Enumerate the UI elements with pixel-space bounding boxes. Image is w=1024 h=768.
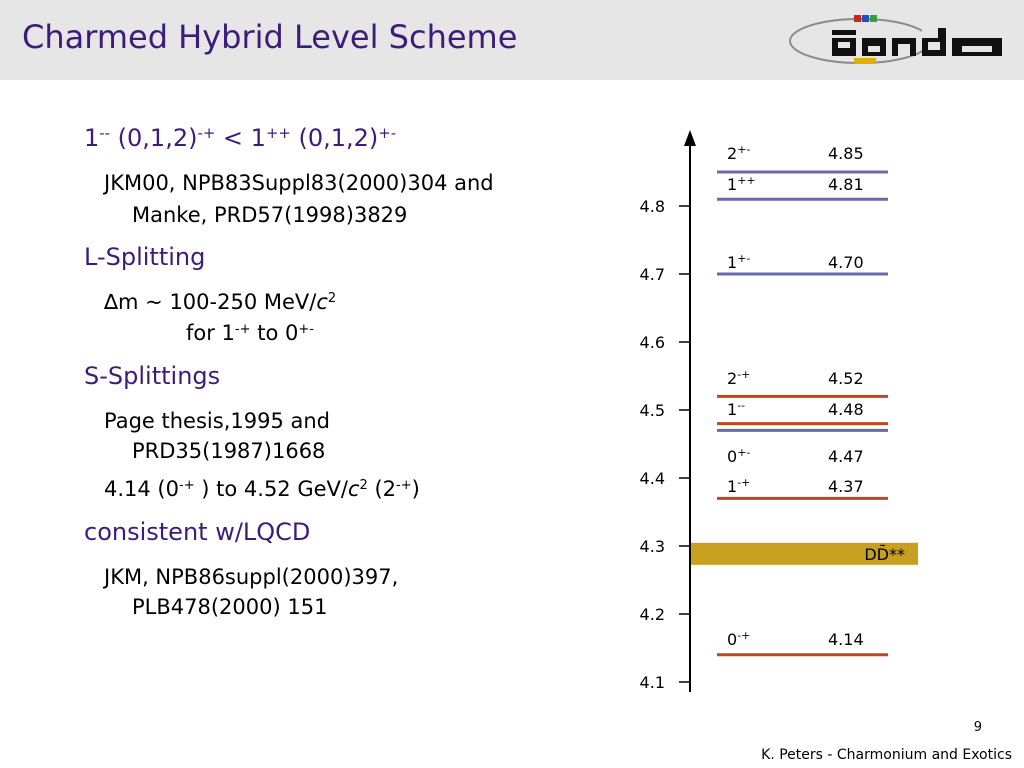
ref-prd35: PRD35(1987)1668 [132,439,326,463]
text-run: for 1 [186,321,235,345]
level-mass-label: 4.81 [828,175,864,194]
level-pc-superscript: -+ [737,368,750,381]
text-run: to 0 [250,321,299,345]
ref-jkm-npb86: JKM, NPB86suppl(2000)397, [104,565,399,589]
logo-a1-hole [868,46,880,52]
range-text: 4.14 (0-+ ) to 4.52 GeV/c2 (2-+) [104,474,420,504]
ref-page-thesis: Page thesis,1995 and [104,409,330,433]
page-number: 9 [973,720,982,735]
level-j: 1 [727,477,737,496]
panda-logo [789,15,1002,64]
ref-jkm00: JKM00, NPB83Suppl83(2000)304 and [104,171,494,195]
text-run: c [347,477,360,501]
level-jpc-label: 1-- [727,399,745,419]
threshold-rect [691,542,918,565]
level-jpc-label: 1++ [727,174,756,194]
level-jpc-label: 1+- [727,252,750,272]
logo-a2-hole [962,46,992,52]
text-run: ) [411,477,420,501]
level-pc-superscript: -- [737,399,745,412]
superscript: -- [99,123,111,142]
superscript: 2 [359,477,368,493]
logo-square-red [854,15,861,22]
level-j: 1 [727,400,737,419]
logo-square-green [870,15,877,22]
text-run: 4.14 (0 [104,477,179,501]
superscript: -+ [179,477,195,493]
text-run: ∆m ~ 100-250 MeV/ [104,290,317,314]
level-pc-superscript: +- [737,446,750,459]
for-transition-text: for 1-+ to 0+- [186,318,314,348]
superscript: -+ [234,321,251,337]
level-jpc-label: 0+- [727,446,750,466]
axis-arrow [684,130,696,146]
level-pc-superscript: -+ [737,629,750,642]
level-jpc-label: 2-+ [727,368,750,388]
axis-tick-label: 4.3 [640,537,665,556]
superscript: -+ [396,477,412,493]
logo-d-hole [928,42,940,50]
logo-bar-yellow [854,58,876,64]
text-run: (0,1,2) [290,124,379,152]
level-mass-label: 4.47 [828,447,864,466]
logo-n-hole [898,44,910,56]
axis-tick-label: 4.4 [640,469,665,488]
level-pc-superscript: +- [737,143,750,156]
level-jpc-label: 0-+ [727,629,750,649]
superscript: +- [298,321,314,337]
ref-manke: Manke, PRD57(1998)3829 [132,203,408,227]
text-run: ) to 4.52 GeV/ [194,477,348,501]
level-lines: 2+- 4.851++ 4.811+- 4.702-+ 4.521-- 4.480+- 4.… [717,143,888,657]
axis-tick-label: 4.5 [640,401,665,420]
level-mass-label: 4.70 [828,253,864,272]
logo-d-notch [922,28,938,38]
footer-author: K. Peters - Charmonium and Exotics [761,747,1012,763]
text-run: 1 [84,124,100,152]
axis-tick-label: 4.2 [640,605,665,624]
level-jpc-label: 1-+ [727,476,750,496]
superscript: -+ [197,123,216,142]
level-j: 0 [727,630,737,649]
level-mass-label: 4.48 [828,400,864,419]
text-run: (2 [367,477,397,501]
level-pc-superscript: +- [737,252,750,265]
logo-p-hole [838,42,850,48]
superscript: ++ [265,123,291,142]
text-run: (0,1,2) [110,124,198,152]
level-mass-label: 4.52 [828,369,864,388]
level-j: 2 [727,144,737,163]
level-jpc-label: 2+- [727,143,750,163]
ref-plb478: PLB478(2000) 151 [132,595,328,619]
level-pc-superscript: ++ [737,174,755,187]
level-j: 2 [727,369,737,388]
threshold-band: DD̄** [691,542,918,565]
bullet-s-splittings: S-Splittings [84,362,221,390]
level-mass-label: 4.37 [828,477,864,496]
level-mass-label: 4.14 [828,630,864,649]
delta-m-text: ∆m ~ 100-250 MeV/c2 [104,287,336,317]
level-j: 0 [727,447,737,466]
text-run: < 1 [215,124,266,152]
bullet-level-order: 1-- (0,1,2)-+ < 1++ (0,1,2)+- [84,124,396,152]
axis-ticks: 4.1 4.2 4.3 4.4 4.5 4.6 4.7 4.8 [640,197,690,692]
bullet-lqcd: consistent w/LQCD [84,518,311,546]
slide-header: Charmed Hybrid Level Scheme [0,0,1024,80]
logo-p-bar [832,30,856,35]
text-run: c [316,290,328,314]
axis-tick-label: 4.6 [640,333,665,352]
level-j: 1 [727,175,737,194]
level-mass-label: 4.85 [828,144,864,163]
axis-tick-label: 4.7 [640,265,665,284]
axis-tick-label: 4.8 [640,197,665,216]
superscript: 2 [327,290,337,306]
axis-tick-label: 4.1 [640,673,665,692]
superscript: +- [378,123,397,142]
logo-square-blue [862,15,869,22]
bullet-l-splitting: L-Splitting [84,243,206,271]
level-pc-superscript: -+ [737,476,750,489]
threshold-label: DD̄** [864,545,905,564]
level-j: 1 [727,253,737,272]
slide-title: Charmed Hybrid Level Scheme [22,18,518,56]
